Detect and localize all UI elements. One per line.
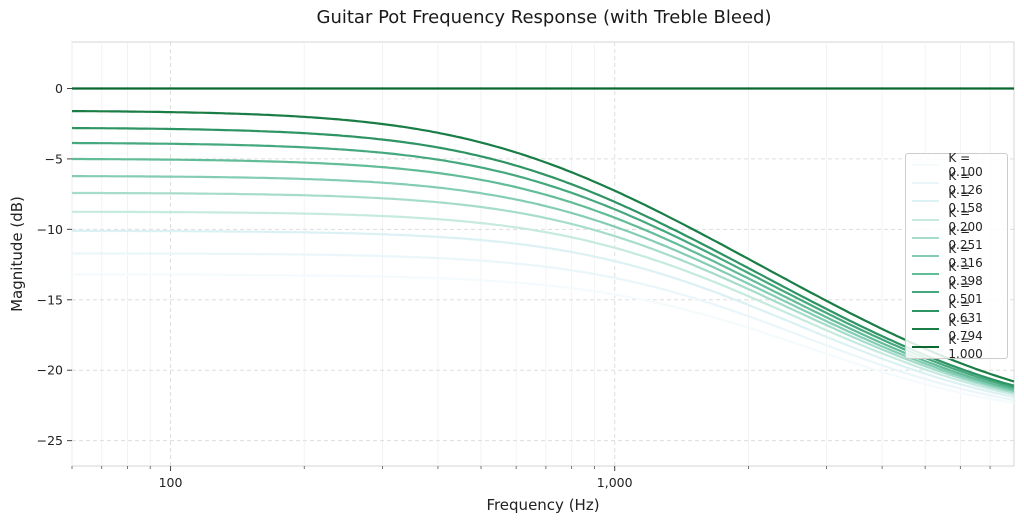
series-line [72, 191, 1015, 394]
series-line [72, 229, 1015, 399]
legend-swatch [912, 273, 940, 276]
legend-item: K = 0.316 [906, 242, 1007, 270]
legend-label: K = 0.126 [948, 169, 983, 198]
legend-item: K = 0.200 [906, 206, 1007, 234]
series-line [72, 141, 1015, 389]
series-line [72, 273, 1015, 404]
legend-label: K = 0.200 [948, 205, 983, 234]
chart-title: Guitar Pot Frequency Response (with Treb… [316, 7, 772, 28]
legend-item: K = 0.631 [906, 297, 1007, 325]
legend-label: K = 0.631 [948, 296, 983, 325]
legend-item: K = 0.398 [906, 260, 1007, 288]
legend-swatch [912, 236, 940, 239]
legend-item: K = 0.100 [906, 151, 1007, 179]
series-line [71, 126, 1015, 387]
legend-label: K = 0.794 [948, 314, 983, 343]
legend-item: K = 0.794 [906, 315, 1007, 343]
y-tick-label: 0 [55, 81, 63, 96]
series-line [72, 252, 1015, 402]
legend-swatch [912, 291, 940, 294]
legend-label: K = 0.501 [948, 278, 983, 307]
legend-swatch [912, 200, 940, 203]
legend-label: K = 0.251 [948, 223, 983, 252]
legend-label: K = 0.316 [948, 242, 983, 271]
x-tick-label: 1,000 [597, 475, 633, 490]
legend-swatch [912, 345, 940, 348]
legend-label: K = 0.398 [948, 260, 983, 289]
legend-swatch [912, 164, 940, 167]
series-line [72, 109, 1015, 383]
legend-swatch [912, 309, 940, 312]
legend-label: K = 0.158 [948, 187, 983, 216]
legend: K = 0.100 K = 0.126 K = 0.158 K = 0.200 K = … [905, 151, 1008, 361]
y-tick-label: −10 [37, 222, 63, 237]
legend-item: K = 0.501 [906, 278, 1007, 306]
series-line [72, 157, 1015, 391]
legend-item: K = 0.126 [906, 169, 1007, 197]
y-tick-label: −15 [37, 292, 63, 307]
y-tick-label: −25 [37, 433, 63, 448]
legend-swatch [912, 255, 940, 258]
x-tick-label: 100 [159, 475, 183, 490]
minor-grid [71, 42, 991, 466]
axis-ticks: 100 1,000 0 −5 −10 −15 −20 −25 [37, 81, 991, 490]
legend-label: K = 0.100 [948, 151, 983, 180]
y-tick-label: −20 [37, 363, 63, 378]
series-line [72, 210, 1015, 396]
legend-swatch [912, 182, 940, 185]
series-line [72, 175, 1015, 393]
legend-swatch [912, 327, 940, 330]
y-axis-label: Magnitude (dB) [8, 196, 26, 312]
curves [71, 87, 1015, 404]
legend-label: K = 1.000 [948, 332, 983, 361]
y-tick-label: −5 [45, 151, 63, 166]
legend-item: K = 0.158 [906, 187, 1007, 215]
legend-swatch [912, 218, 940, 221]
legend-item: K = 1.000 [906, 333, 1007, 361]
x-axis-label: Frequency (Hz) [486, 496, 600, 514]
legend-item: K = 0.251 [906, 224, 1007, 252]
